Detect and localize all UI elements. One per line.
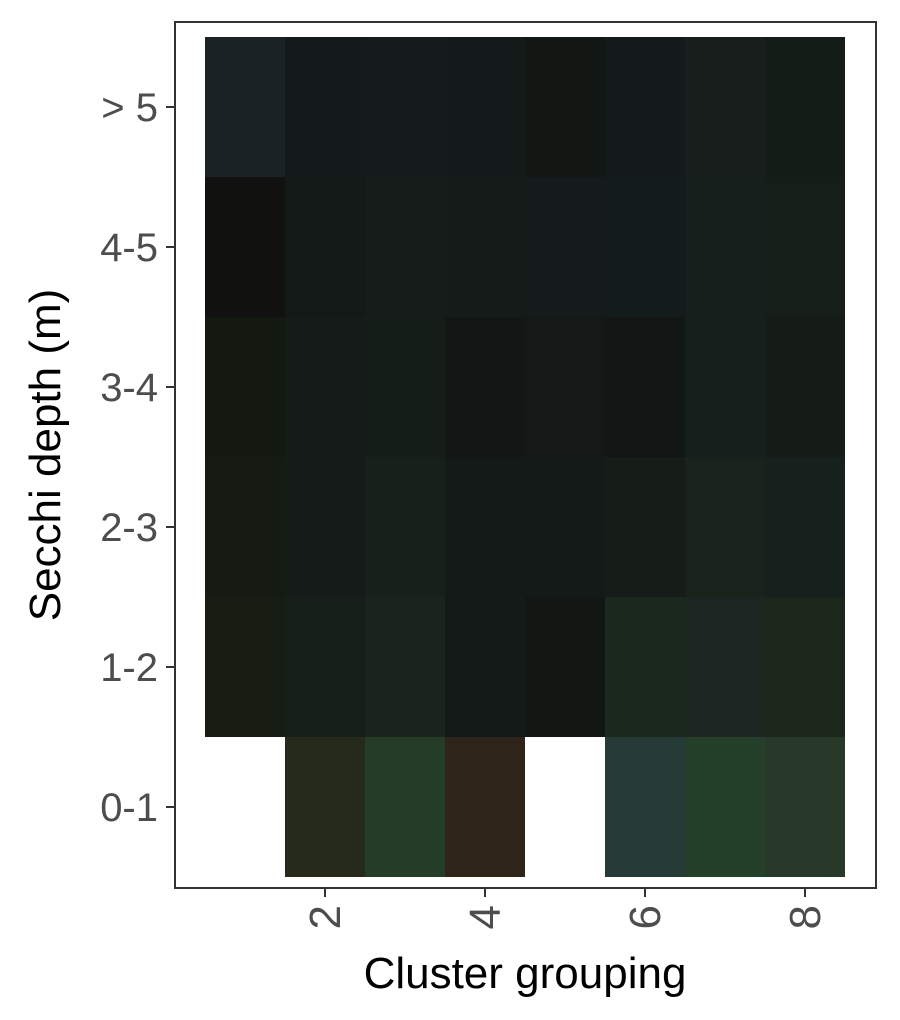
y-axis: 0-1 1-2 2-3 3-4 4-5 > 5: [100, 86, 175, 830]
heatmap-cell-6-23: [605, 457, 685, 597]
heatmap-cell-2-45: [285, 177, 365, 317]
heatmap-cell-5-5: [525, 37, 605, 177]
y-tick-label: > 5: [101, 86, 158, 130]
heatmap-cell-3-45: [365, 177, 445, 317]
heatmap-cell-4-34: [445, 317, 525, 457]
heatmap-cell-8-12: [765, 597, 845, 737]
heatmap-cell-8-34: [765, 317, 845, 457]
y-tick-label: 3-4: [100, 366, 158, 410]
heatmap-cell-6-45: [605, 177, 685, 317]
x-axis-title: Cluster grouping: [364, 949, 687, 998]
panel-border: [174, 21, 877, 889]
x-axis: 2 4 6 8: [301, 888, 830, 929]
heatmap-cell-3-23: [365, 457, 445, 597]
heatmap-cell-8-01: [765, 737, 845, 877]
heatmap-cell-2-5: [285, 37, 365, 177]
heatmap-cell-1-45: [205, 177, 285, 317]
heatmap-cell-8-45: [765, 177, 845, 317]
heatmap-cell-8-5: [765, 37, 845, 177]
heatmap-cell-3-12: [365, 597, 445, 737]
heatmap-cell-7-23: [685, 457, 765, 597]
heatmap-cell-6-01: [605, 737, 685, 877]
heatmap-cell-1-23: [205, 457, 285, 597]
heatmap-cell-8-23: [765, 457, 845, 597]
x-tick-label: 8: [781, 905, 830, 929]
heatmap-cell-4-12: [445, 597, 525, 737]
heatmap-cell-4-01: [445, 737, 525, 877]
heatmap-cell-5-23: [525, 457, 605, 597]
y-tick-label: 0-1: [100, 786, 158, 830]
heatmap-cell-5-12: [525, 597, 605, 737]
x-tick-label: 4: [461, 905, 510, 929]
heatmap-cell-1-34: [205, 317, 285, 457]
heatmap-cell-7-34: [685, 317, 765, 457]
heatmap-cell-4-5: [445, 37, 525, 177]
heatmap-cell-4-23: [445, 457, 525, 597]
heatmap-cell-3-01: [365, 737, 445, 877]
heatmap-cell-3-34: [365, 317, 445, 457]
heatmap-cell-3-5: [365, 37, 445, 177]
heatmap-cell-7-45: [685, 177, 765, 317]
y-axis-title: Secchi depth (m): [21, 289, 70, 622]
heatmap-cell-2-23: [285, 457, 365, 597]
heatmap-cell-6-5: [605, 37, 685, 177]
heatmap-cell-7-5: [685, 37, 765, 177]
heatmap-cell-2-34: [285, 317, 365, 457]
y-tick-label: 1-2: [100, 646, 158, 690]
heatmap-cell-5-45: [525, 177, 605, 317]
heatmap-cell-7-12: [685, 597, 765, 737]
heatmap-cell-6-12: [605, 597, 685, 737]
y-tick-label: 2-3: [100, 506, 158, 550]
y-tick-label: 4-5: [100, 226, 158, 270]
heatmap-cells: [205, 37, 845, 877]
heatmap-cell-7-01: [685, 737, 765, 877]
heatmap-cell-1-5: [205, 37, 285, 177]
heatmap-cell-2-01: [285, 737, 365, 877]
heatmap-cell-5-34: [525, 317, 605, 457]
heatmap-cell-4-45: [445, 177, 525, 317]
heatmap-cell-6-34: [605, 317, 685, 457]
heatmap-cell-1-12: [205, 597, 285, 737]
heatmap-cell-2-12: [285, 597, 365, 737]
x-tick-label: 6: [621, 905, 670, 929]
x-tick-label: 2: [301, 905, 350, 929]
